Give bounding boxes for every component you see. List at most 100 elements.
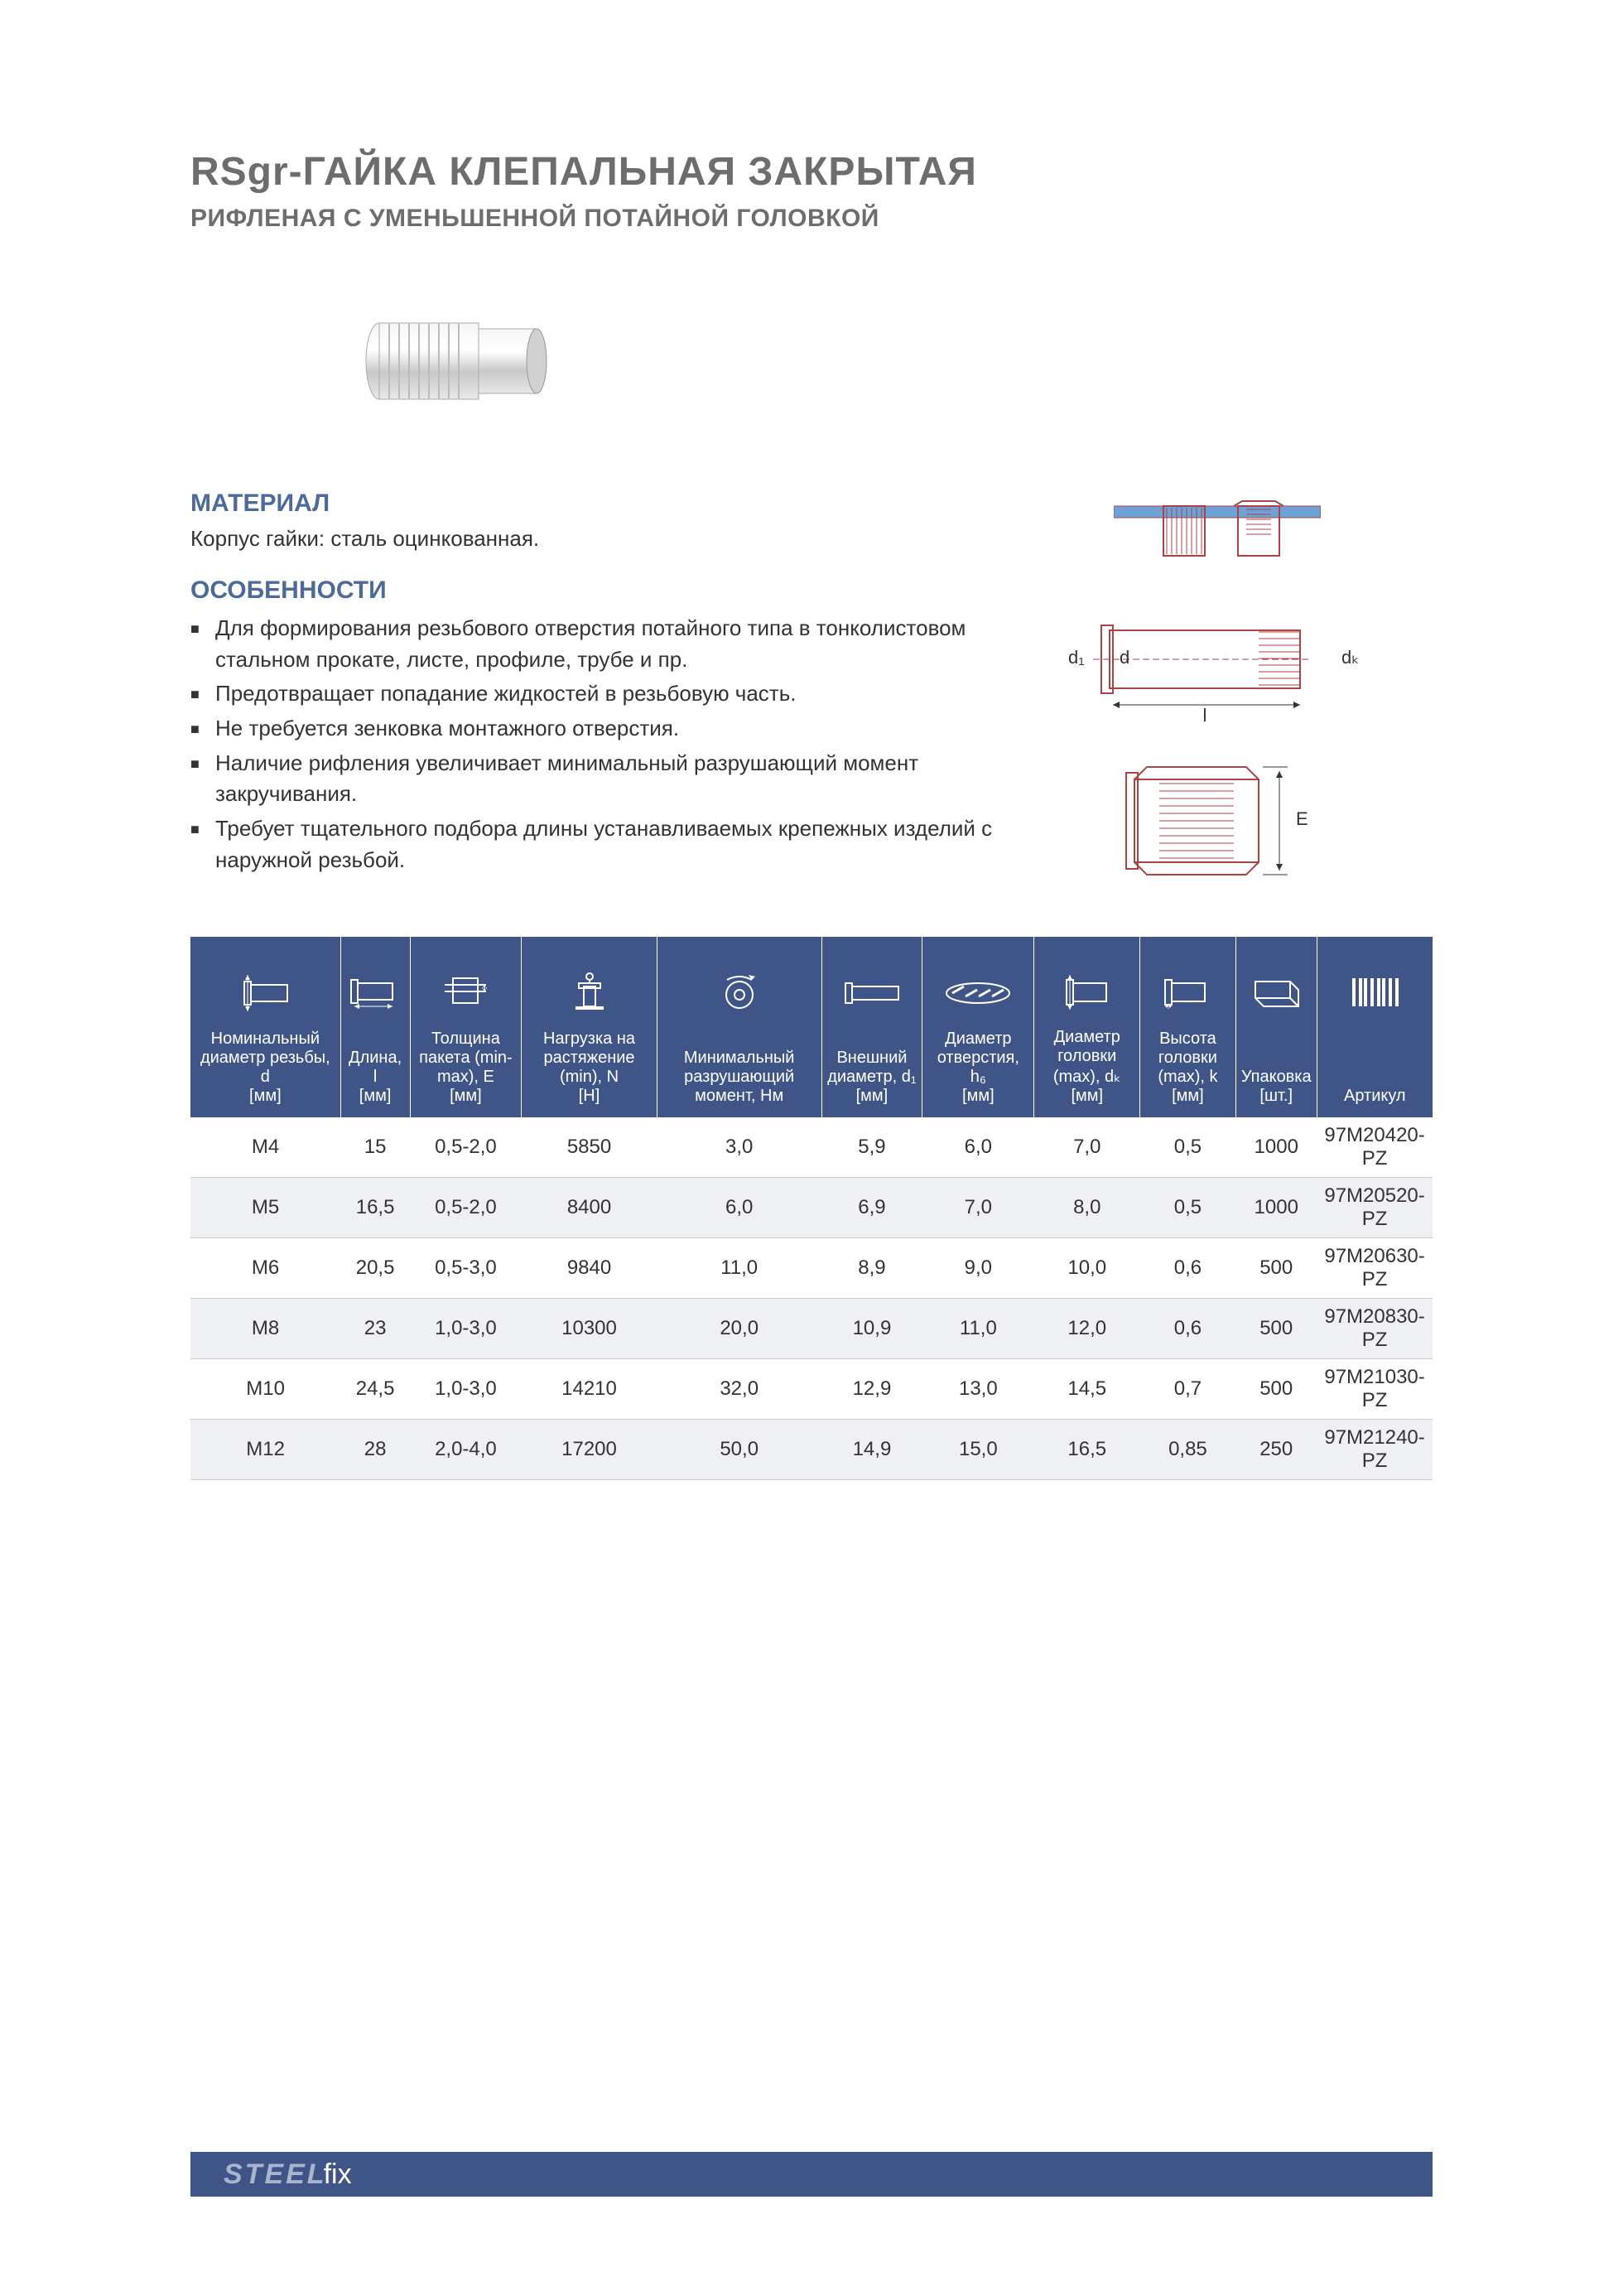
table-cell: 20,5 — [340, 1238, 410, 1299]
column-header: Диаметр отверстия, h₆[мм] — [922, 1020, 1034, 1117]
table-cell: 0,5 — [1140, 1178, 1236, 1238]
brand-suffix: fix — [324, 2159, 352, 2190]
column-icon — [922, 937, 1034, 1020]
table-cell: 0,85 — [1140, 1420, 1236, 1480]
table-cell: 14,5 — [1034, 1359, 1140, 1420]
table-cell: 97M20520-PZ — [1317, 1178, 1433, 1238]
column-icon — [657, 937, 821, 1020]
specification-table: Номинальный диаметр резьбы, d[мм]Длина, … — [190, 937, 1433, 1480]
table-cell: 6,9 — [821, 1178, 922, 1238]
table-row: M620,50,5-3,0984011,08,99,010,00,650097M… — [190, 1238, 1433, 1299]
column-header: Длина, l[мм] — [340, 1020, 410, 1117]
table-row: M12282,0-4,01720050,014,915,016,50,85250… — [190, 1420, 1433, 1480]
table-cell: 17200 — [522, 1420, 657, 1480]
table-cell: 12,0 — [1034, 1299, 1140, 1359]
column-icon — [190, 937, 340, 1020]
table-cell: 0,6 — [1140, 1299, 1236, 1359]
column-header: Номинальный диаметр резьбы, d[мм] — [190, 1020, 340, 1117]
table-cell: 7,0 — [1034, 1117, 1140, 1178]
column-header: Упаковка[шт.] — [1235, 1020, 1317, 1117]
table-cell: M6 — [190, 1238, 340, 1299]
svg-text:dₖ: dₖ — [1341, 647, 1360, 668]
table-cell: 1,0-3,0 — [410, 1299, 522, 1359]
table-cell: M10 — [190, 1359, 340, 1420]
column-header: Толщина пакета (min-max), E[мм] — [410, 1020, 522, 1117]
table-cell: 7,0 — [922, 1178, 1034, 1238]
column-header: Нагрузка на растяжение (min), N[H] — [522, 1020, 657, 1117]
table-cell: 97M20630-PZ — [1317, 1238, 1433, 1299]
table-cell: M5 — [190, 1178, 340, 1238]
table-cell: 11,0 — [922, 1299, 1034, 1359]
features-list: Для формирования резьбового отверстия по… — [190, 613, 1002, 876]
table-cell: 14,9 — [821, 1420, 922, 1480]
table-cell: 15,0 — [922, 1420, 1034, 1480]
table-row: M8231,0-3,01030020,010,911,012,00,650097… — [190, 1299, 1433, 1359]
table-cell: 1000 — [1235, 1178, 1317, 1238]
column-icon — [821, 937, 922, 1020]
table-cell: 24,5 — [340, 1359, 410, 1420]
table-cell: 9840 — [522, 1238, 657, 1299]
table-cell: 97M20830-PZ — [1317, 1299, 1433, 1359]
table-cell: 10300 — [522, 1299, 657, 1359]
table-cell: 97M21240-PZ — [1317, 1420, 1433, 1480]
column-header: Внешний диаметр, d₁[мм] — [821, 1020, 922, 1117]
feature-item: Наличие рифления увеличивает минимальный… — [190, 748, 1002, 810]
table-cell: 2,0-4,0 — [410, 1420, 522, 1480]
table-cell: 97M20420-PZ — [1317, 1117, 1433, 1178]
brand-main: STEEL — [224, 2159, 327, 2190]
table-cell: 14210 — [522, 1359, 657, 1420]
table-row: M1024,51,0-3,01421032,012,913,014,50,750… — [190, 1359, 1433, 1420]
column-header: Диаметр головки (max), dₖ[мм] — [1034, 1020, 1140, 1117]
table-cell: 16,5 — [340, 1178, 410, 1238]
features-heading: ОСОБЕННОСТИ — [190, 576, 1002, 605]
footer-bar: STEELfix — [190, 2152, 1433, 2197]
table-cell: 3,0 — [657, 1117, 821, 1178]
svg-text:E: E — [1296, 808, 1308, 829]
material-text: Корпус гайки: сталь оцинкованная. — [190, 526, 1002, 552]
table-cell: M12 — [190, 1420, 340, 1480]
table-cell: 15 — [340, 1117, 410, 1178]
table-cell: 8400 — [522, 1178, 657, 1238]
table-cell: M8 — [190, 1299, 340, 1359]
feature-item: Требует тщательного подбора длины устана… — [190, 813, 1002, 875]
table-cell: M4 — [190, 1117, 340, 1178]
table-cell: 5850 — [522, 1117, 657, 1178]
page-subtitle: РИФЛЕНАЯ С УМЕНЬШЕННОЙ ПОТАЙНОЙ ГОЛОВКОЙ — [190, 205, 1433, 233]
feature-item: Предотвращает попадание жидкостей в резь… — [190, 678, 1002, 710]
column-icon — [410, 937, 522, 1020]
table-cell: 23 — [340, 1299, 410, 1359]
table-cell: 0,5-2,0 — [410, 1117, 522, 1178]
table-cell: 0,5-2,0 — [410, 1178, 522, 1238]
product-photo — [340, 291, 571, 432]
table-cell: 32,0 — [657, 1359, 821, 1420]
table-cell: 1000 — [1235, 1117, 1317, 1178]
feature-item: Не требуется зенковка монтажного отверст… — [190, 713, 1002, 745]
table-cell: 11,0 — [657, 1238, 821, 1299]
column-icon — [1317, 937, 1433, 1020]
column-icon — [340, 937, 410, 1020]
table-cell: 5,9 — [821, 1117, 922, 1178]
table-cell: 250 — [1235, 1420, 1317, 1480]
footer-logo: STEELfix — [224, 2159, 352, 2191]
table-cell: 10,9 — [821, 1299, 922, 1359]
table-cell: 97M21030-PZ — [1317, 1359, 1433, 1420]
table-cell: 8,0 — [1034, 1178, 1140, 1238]
table-cell: 9,0 — [922, 1238, 1034, 1299]
table-cell: 500 — [1235, 1238, 1317, 1299]
table-cell: 500 — [1235, 1359, 1317, 1420]
table-row: M4150,5-2,058503,05,96,07,00,5100097M204… — [190, 1117, 1433, 1178]
table-cell: 0,5-3,0 — [410, 1238, 522, 1299]
table-cell: 1,0-3,0 — [410, 1359, 522, 1420]
material-heading: МАТЕРИАЛ — [190, 490, 1002, 518]
technical-diagrams: d₁ d dₖ l — [1002, 490, 1433, 895]
table-cell: 50,0 — [657, 1420, 821, 1480]
column-icon — [1235, 937, 1317, 1020]
svg-text:l: l — [1203, 705, 1207, 726]
table-cell: 0,6 — [1140, 1238, 1236, 1299]
table-cell: 500 — [1235, 1299, 1317, 1359]
svg-text:d: d — [1120, 647, 1129, 668]
table-cell: 0,7 — [1140, 1359, 1236, 1420]
feature-item: Для формирования резьбового отверстия по… — [190, 613, 1002, 675]
table-row: M516,50,5-2,084006,06,97,08,00,5100097M2… — [190, 1178, 1433, 1238]
column-icon — [522, 937, 657, 1020]
